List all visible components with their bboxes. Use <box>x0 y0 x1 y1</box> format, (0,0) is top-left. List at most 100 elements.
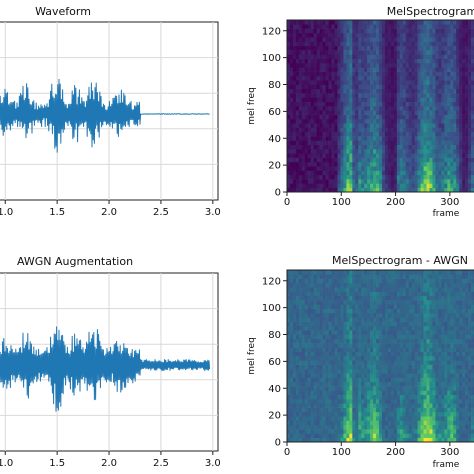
heatmap-cell <box>328 424 332 430</box>
heatmap-cell <box>304 136 309 141</box>
heatmap-cell <box>402 54 407 59</box>
heatmap-cell <box>414 110 418 115</box>
heatmap-cell <box>340 360 344 365</box>
heatmap-cell <box>373 403 377 408</box>
heatmap-cell <box>450 381 454 387</box>
heatmap-cell <box>447 170 451 176</box>
heatmap-cell <box>292 131 297 137</box>
heatmap-cell <box>373 20 377 25</box>
heatmap-cell <box>393 71 398 77</box>
heatmap-cell <box>364 381 368 387</box>
heatmap-cell <box>450 330 454 335</box>
heatmap-cell <box>349 110 353 115</box>
heatmap-cell <box>411 123 415 128</box>
heatmap-cell <box>313 282 317 288</box>
heatmap-cell <box>287 368 291 374</box>
heatmap-cell <box>426 75 430 81</box>
heatmap-cell <box>471 166 474 171</box>
heatmap-cell <box>447 433 451 438</box>
heatmap-cell <box>459 390 463 395</box>
heatmap-cell <box>316 325 320 331</box>
heatmap-cell <box>396 308 401 314</box>
heatmap-cell <box>316 136 320 141</box>
heatmap-cell <box>387 282 392 288</box>
heatmap-cell <box>468 386 472 391</box>
heatmap-cell <box>462 131 466 137</box>
heatmap-cell <box>313 54 317 59</box>
heatmap-cell <box>289 75 294 81</box>
heatmap-cell <box>301 325 306 331</box>
heatmap-cell <box>423 368 427 374</box>
heatmap-cell <box>459 144 463 150</box>
heatmap-cell <box>468 300 472 305</box>
heatmap-cell <box>447 416 451 421</box>
heatmap-cell <box>373 153 377 158</box>
heatmap-cell <box>373 37 377 42</box>
heatmap-cell <box>298 136 303 141</box>
heatmap-cell <box>328 373 332 378</box>
heatmap-cell <box>390 433 395 438</box>
heatmap-cell <box>355 334 359 340</box>
heatmap-cell <box>322 50 326 55</box>
heatmap-cell <box>456 114 460 120</box>
heatmap-cell <box>313 381 317 387</box>
heatmap-cell <box>429 140 433 145</box>
heatmap-cell <box>393 114 398 120</box>
heatmap-cell <box>429 356 433 361</box>
heatmap-cell <box>355 24 359 29</box>
heatmap-cell <box>319 295 323 301</box>
heatmap-cell <box>432 343 436 348</box>
heatmap-cell <box>307 140 312 145</box>
heatmap-cell <box>411 411 415 417</box>
heatmap-cell <box>313 88 317 94</box>
heatmap-cell <box>325 106 329 111</box>
heatmap-cell <box>292 80 297 85</box>
heatmap-cell <box>384 416 389 421</box>
heatmap-cell <box>411 140 415 145</box>
heatmap-cell <box>334 170 338 176</box>
heatmap-cell <box>444 364 448 370</box>
heatmap-cell <box>349 287 353 292</box>
heatmap-cell <box>376 368 380 374</box>
heatmap-cell <box>295 118 300 124</box>
heatmap-cell <box>343 166 347 171</box>
heatmap-cell <box>295 287 300 292</box>
heatmap-cell <box>310 300 315 305</box>
heatmap-cell <box>310 386 315 391</box>
heatmap-cell <box>432 338 436 344</box>
heatmap-cell <box>322 334 326 340</box>
heatmap-cell <box>465 97 469 102</box>
heatmap-cell <box>453 170 457 176</box>
awgn-waveform-panel: AWGN Augmentation 1.0 1.5 2.0 2.5 3.0 <box>0 255 221 469</box>
heatmap-cell <box>304 149 309 154</box>
heatmap-cell <box>310 334 315 340</box>
heatmap-cell <box>343 304 347 309</box>
heatmap-cell <box>310 437 315 443</box>
heatmap-cell <box>331 28 335 34</box>
heatmap-cell <box>340 304 344 309</box>
heatmap-cell <box>423 37 427 42</box>
heatmap-cell <box>417 41 421 47</box>
heatmap-cell <box>471 20 474 25</box>
heatmap-cell <box>465 411 469 417</box>
heatmap-cell <box>301 356 306 361</box>
heatmap-cell <box>459 187 463 193</box>
heatmap-cell <box>402 118 407 124</box>
heatmap-cell <box>420 187 424 193</box>
heatmap-cell <box>340 373 344 378</box>
heatmap-cell <box>405 368 410 374</box>
heatmap-cell <box>313 317 317 322</box>
heatmap-cell <box>349 330 353 335</box>
heatmap-cell <box>468 291 472 297</box>
heatmap-cell <box>337 433 341 438</box>
heatmap-cell <box>379 114 383 120</box>
heatmap-cell <box>411 356 415 361</box>
heatmap-cell <box>414 75 418 81</box>
heatmap-cell <box>423 304 427 309</box>
heatmap-cell <box>402 114 407 120</box>
heatmap-cell <box>456 338 460 344</box>
heatmap-cell <box>376 304 380 309</box>
heatmap-cell <box>441 433 445 438</box>
heatmap-cell <box>361 84 365 90</box>
heatmap-cell <box>459 28 463 34</box>
